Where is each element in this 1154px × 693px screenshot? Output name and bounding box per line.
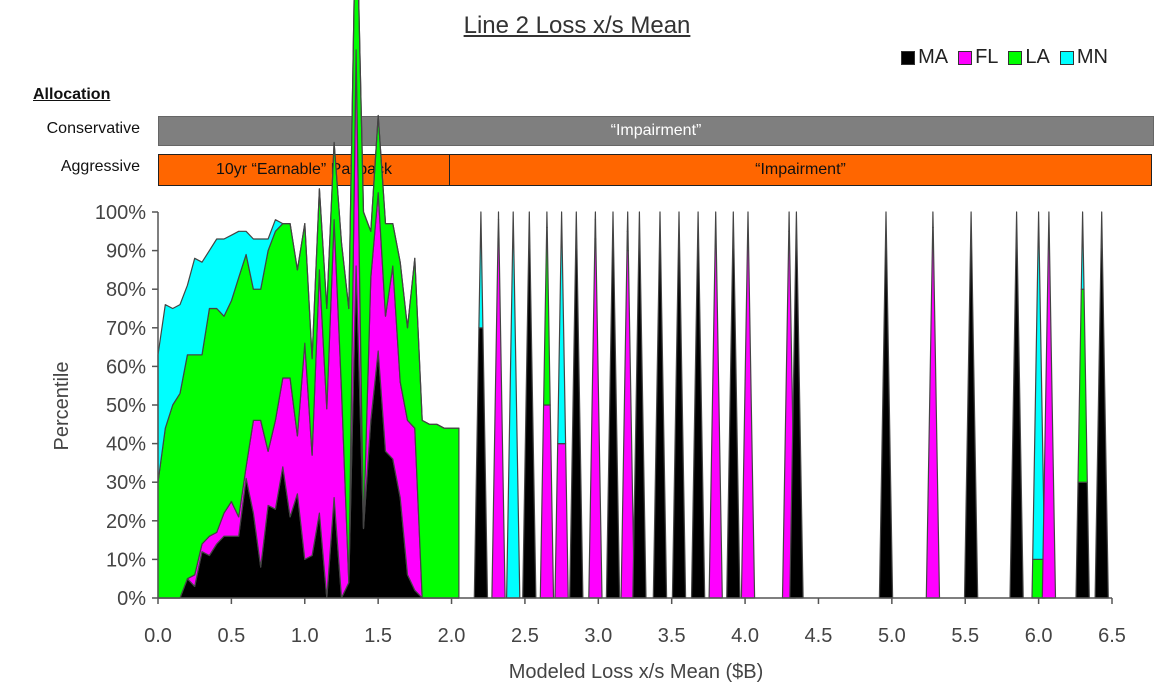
legend-item-fl: FL bbox=[958, 46, 998, 69]
spike-4-fl bbox=[539, 404, 555, 599]
spike-25-la bbox=[1077, 288, 1088, 483]
x-tick-label: 2.5 bbox=[511, 625, 539, 647]
y-tick-label: 40% bbox=[106, 434, 146, 456]
legend-swatch-mn bbox=[1059, 50, 1074, 65]
x-tick-label: 6.5 bbox=[1098, 625, 1126, 647]
allocation-heading: Allocation bbox=[33, 86, 111, 103]
legend-label-la: LA bbox=[1025, 46, 1050, 68]
spike-8-ma bbox=[605, 211, 621, 599]
conservative-impairment-bar: “Impairment” bbox=[158, 116, 1154, 146]
spike-10-ma bbox=[632, 211, 647, 599]
spike-0-ma bbox=[473, 327, 489, 599]
conservative-impairment-text: “Impairment” bbox=[610, 122, 702, 139]
y-tick-label: 90% bbox=[106, 241, 146, 263]
spike-20-la bbox=[932, 211, 934, 228]
spike-9-fl bbox=[620, 250, 635, 599]
y-tick-label: 50% bbox=[106, 395, 146, 417]
spike-4-mn bbox=[546, 211, 548, 228]
y-tick-label: 60% bbox=[106, 356, 146, 378]
x-axis-label: Modeled Loss x/s Mean ($B) bbox=[509, 661, 764, 683]
x-tick-label: 3.0 bbox=[584, 625, 612, 647]
plot-areas bbox=[157, 0, 1109, 599]
y-tick-label: 0% bbox=[117, 588, 146, 610]
spike-25-mn bbox=[1080, 211, 1085, 290]
spike-5-fl bbox=[554, 443, 569, 599]
aggressive-payback-text: 10yr “Earnable” Payback bbox=[215, 161, 393, 178]
legend-swatch-fl bbox=[958, 50, 973, 65]
spike-15-ma bbox=[726, 211, 741, 599]
spike-21-ma bbox=[963, 211, 979, 599]
legend-item-la: LA bbox=[1008, 46, 1050, 69]
spike-23-mn bbox=[1032, 211, 1046, 561]
aggressive-label: Aggressive bbox=[60, 158, 140, 175]
y-tick-label: 20% bbox=[106, 511, 146, 533]
spike-7-fl bbox=[588, 238, 603, 599]
chart-title: Line 2 Loss x/s Mean bbox=[463, 12, 691, 39]
spike-17-la bbox=[788, 211, 791, 232]
spike-24-fl bbox=[1041, 211, 1057, 599]
chart-legend: MA FL LA MN bbox=[901, 46, 1108, 69]
spike-26-ma bbox=[1094, 211, 1109, 599]
spike-12-ma bbox=[671, 211, 687, 599]
x-tick-label: 0.0 bbox=[144, 625, 172, 647]
spike-14-fl bbox=[708, 211, 723, 599]
spike-16-fl bbox=[740, 211, 756, 599]
aggressive-impairment-bar: “Impairment” bbox=[449, 154, 1152, 186]
legend-swatch-ma bbox=[901, 50, 916, 65]
spike-0-mn bbox=[478, 211, 484, 329]
spike-4-la bbox=[542, 226, 551, 406]
y-tick-label: 30% bbox=[106, 472, 146, 494]
spike-13-ma bbox=[690, 211, 706, 599]
spike-22-ma bbox=[1009, 211, 1024, 599]
conservative-label: Conservative bbox=[46, 120, 140, 137]
spike-3-ma bbox=[522, 211, 537, 599]
spike-9-la bbox=[626, 230, 629, 252]
x-tick-label: 5.5 bbox=[951, 625, 979, 647]
x-tick-label: 0.5 bbox=[217, 625, 245, 647]
spike-19-ma bbox=[878, 211, 894, 599]
spike-7-la bbox=[594, 219, 597, 240]
spike-20-fl bbox=[925, 226, 941, 599]
x-tick-label: 1.5 bbox=[364, 625, 392, 647]
legend-label-mn: MN bbox=[1076, 46, 1108, 68]
y-tick-label: 100% bbox=[95, 202, 146, 224]
y-tick-label: 10% bbox=[106, 549, 146, 571]
aggressive-impairment-text: “Impairment” bbox=[755, 161, 846, 178]
spike-25-ma bbox=[1075, 481, 1090, 599]
y-axis-label: Percentile bbox=[51, 362, 73, 451]
spike-2-mn bbox=[506, 211, 521, 599]
area-mn bbox=[157, 0, 460, 483]
x-tick-label: 1.0 bbox=[291, 625, 319, 647]
aggressive-payback-bar: 10yr “Earnable” Payback bbox=[158, 154, 450, 186]
legend-label-fl: FL bbox=[975, 46, 999, 68]
x-tick-label: 3.5 bbox=[658, 625, 686, 647]
legend-item-mn: MN bbox=[1059, 46, 1108, 69]
spike-1-fl bbox=[491, 238, 506, 599]
spike-5-mn bbox=[557, 211, 567, 445]
spike-9-mn bbox=[626, 211, 629, 232]
y-tick-label: 80% bbox=[106, 279, 146, 301]
spike-11-ma bbox=[652, 211, 668, 599]
axes: 0% 10% 20% 30% 40% 50% 60% 70% 80% 90% 100% 0.0 0.5 1… bbox=[95, 202, 1126, 647]
x-tick-label: 2.0 bbox=[438, 625, 466, 647]
legend-swatch-la bbox=[1008, 50, 1023, 65]
legend-item-ma: MA bbox=[901, 46, 948, 69]
x-tick-label: 4.0 bbox=[731, 625, 759, 647]
x-tick-label: 6.0 bbox=[1025, 625, 1053, 647]
x-tick-label: 5.0 bbox=[878, 625, 906, 647]
legend-label-ma: MA bbox=[918, 46, 949, 68]
spike-1-la bbox=[497, 219, 500, 240]
y-tick-label: 70% bbox=[106, 318, 146, 340]
x-tick-label: 4.5 bbox=[805, 625, 833, 647]
spike-6-ma bbox=[569, 211, 584, 599]
